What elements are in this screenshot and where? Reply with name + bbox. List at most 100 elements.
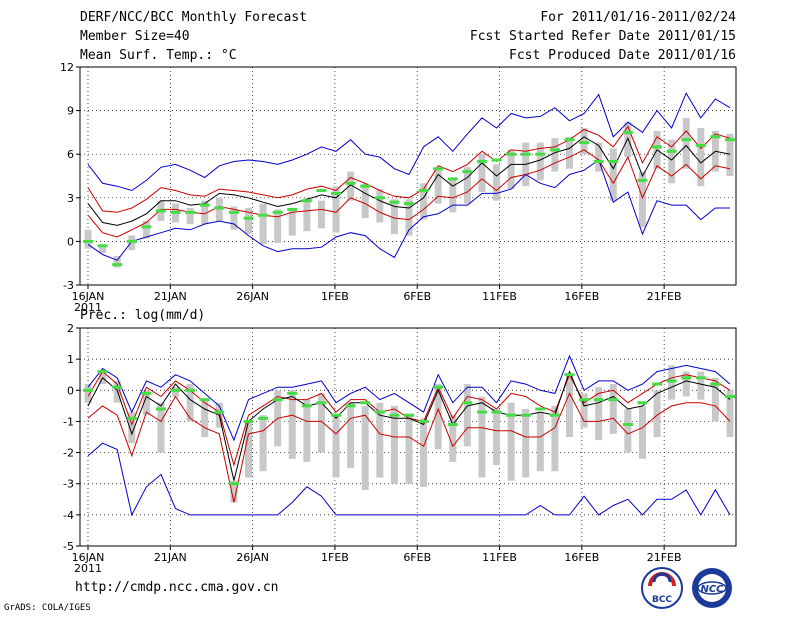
- y-tick-label: -3: [63, 478, 74, 491]
- x-tick-label: 21JAN: [154, 290, 187, 303]
- ensemble-range-bar: [580, 393, 588, 428]
- y-tick-label: 9: [67, 105, 74, 118]
- ensemble-range-bar: [507, 149, 515, 190]
- ensemble-range-bar: [230, 480, 238, 503]
- ensemble-range-bar: [142, 221, 150, 239]
- ensemble-range-bar: [84, 229, 92, 249]
- observation-marker: [666, 149, 677, 153]
- ensemble-range-bar: [726, 390, 734, 437]
- x-tick-label: 1FEB: [321, 551, 349, 564]
- observation-marker: [199, 203, 210, 207]
- ensemble-range-bar: [288, 207, 296, 236]
- x-tick-label: 21JAN: [154, 551, 187, 564]
- observation-marker: [622, 423, 633, 427]
- y-tick-label: 2: [67, 322, 74, 335]
- observation-marker: [287, 207, 298, 211]
- ensemble-range-bar: [726, 133, 734, 176]
- ensemble-range-bar: [84, 384, 92, 403]
- observation-marker: [331, 413, 342, 417]
- observation-marker: [155, 407, 166, 411]
- x-year-label: 2011: [74, 301, 102, 314]
- y-tick-label: 0: [67, 235, 74, 248]
- observation-marker: [97, 370, 108, 374]
- ensemble-range-bar: [420, 183, 428, 220]
- observation-marker: [360, 184, 371, 188]
- ensemble-range-bar: [99, 244, 107, 254]
- header-variable: Mean Surf. Temp.: °C: [80, 48, 237, 63]
- observation-marker: [126, 416, 137, 420]
- footer-url[interactable]: http://cmdp.ncc.cma.gov.cn: [75, 580, 279, 595]
- observation-marker: [520, 413, 531, 417]
- x-tick-label: 1FEB: [321, 290, 349, 303]
- observation-marker: [272, 210, 283, 214]
- observation-marker: [564, 138, 575, 142]
- x-tick-label: 16FEB: [564, 551, 599, 564]
- ensemble-range-bar: [624, 408, 632, 453]
- ensemble-range-bar: [551, 405, 559, 472]
- series-mean-line: [87, 370, 731, 481]
- ensemble-range-bar: [186, 207, 194, 224]
- ensemble-range-bar: [128, 412, 136, 444]
- y-tick-label: 0: [67, 384, 74, 397]
- ensemble-range-bar: [230, 206, 238, 230]
- plot-frame: [79, 327, 737, 547]
- ensemble-range-bar: [361, 405, 369, 490]
- ensemble-range-bar: [113, 255, 121, 268]
- observation-marker: [491, 410, 502, 414]
- ensemble-range-bar: [201, 399, 209, 437]
- observation-marker: [506, 413, 517, 417]
- observation-marker: [389, 200, 400, 204]
- observation-marker: [549, 148, 560, 152]
- header-member-size: Member Size=40: [80, 29, 190, 44]
- observation-marker: [666, 379, 677, 383]
- observation-marker: [185, 210, 196, 214]
- ensemble-range-bar: [317, 393, 325, 453]
- observation-marker: [228, 210, 239, 214]
- ensemble-range-bar: [668, 139, 676, 184]
- x-tick-label: 26JAN: [236, 290, 269, 303]
- observation-marker: [695, 376, 706, 380]
- observation-marker: [549, 413, 560, 417]
- observation-marker: [506, 152, 517, 156]
- y-tick-label: 3: [67, 192, 74, 205]
- ensemble-range-bar: [259, 203, 267, 245]
- series-max-line: [87, 92, 731, 192]
- ensemble-range-bar: [653, 390, 661, 437]
- observation-marker: [141, 225, 152, 229]
- observation-marker: [681, 138, 692, 142]
- series-max-line: [87, 354, 731, 442]
- ensemble-range-bar: [274, 209, 282, 243]
- observation-marker: [112, 385, 123, 389]
- observation-marker: [170, 210, 181, 214]
- observation-marker: [725, 138, 735, 142]
- observation-marker: [622, 130, 633, 134]
- observation-marker: [725, 395, 735, 399]
- ensemble-range-bar: [303, 399, 311, 462]
- ensemble-range-bar: [668, 365, 676, 400]
- ensemble-range-bar: [303, 197, 311, 232]
- header-start-date: Fcst Started Refer Date 2011/01/15: [469, 29, 736, 44]
- observation-marker: [83, 239, 93, 243]
- observation-marker: [593, 159, 604, 163]
- ensemble-range-bar: [682, 117, 690, 169]
- observation-marker: [141, 391, 152, 395]
- observation-marker: [97, 244, 108, 248]
- y-tick-label: 1: [67, 353, 74, 366]
- observation-marker: [418, 189, 429, 193]
- observation-marker: [185, 388, 196, 392]
- ensemble-range-bar: [697, 128, 705, 187]
- observation-marker: [491, 158, 502, 162]
- ensemble-range-bar: [201, 200, 209, 224]
- ensemble-range-bar: [536, 412, 544, 472]
- ensemble-range-bar: [478, 396, 486, 478]
- x-tick-label: 11FEB: [482, 551, 517, 564]
- observation-marker: [433, 167, 444, 171]
- ensemble-range-bar: [405, 199, 413, 236]
- logos: BCC NCC: [641, 567, 732, 609]
- observation-marker: [287, 391, 298, 395]
- observation-marker: [695, 143, 706, 147]
- observation-marker: [608, 159, 619, 163]
- bcc-logo-text: BCC: [652, 595, 672, 605]
- observation-marker: [637, 401, 648, 405]
- observation-marker: [243, 216, 254, 220]
